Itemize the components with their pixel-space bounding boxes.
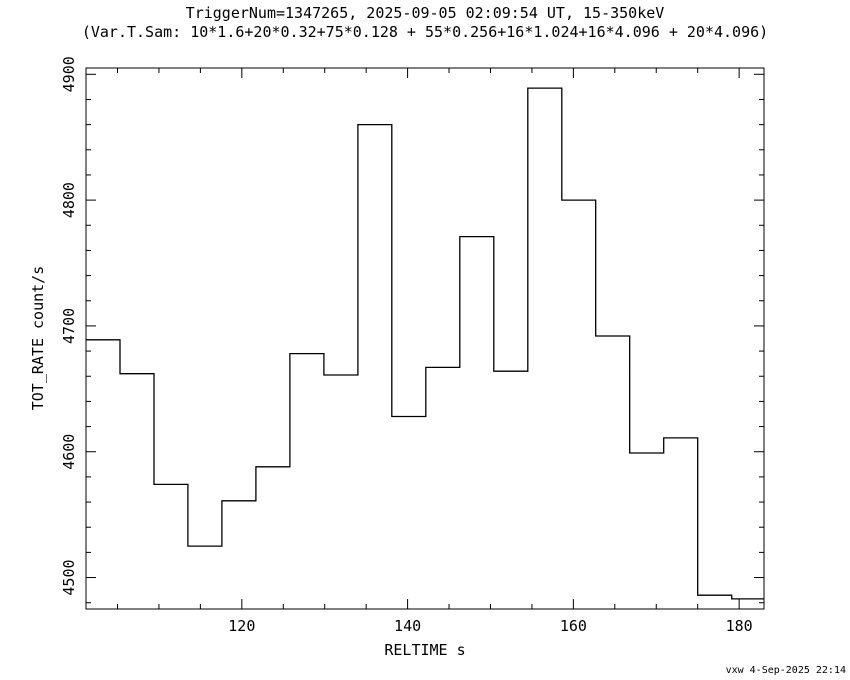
- plot-frame: [85, 67, 765, 610]
- x-tick-label: 180: [726, 617, 753, 635]
- series-step-line: [86, 87, 764, 600]
- axis-ticks: [86, 68, 764, 609]
- y-tick-label: 4900: [60, 56, 78, 92]
- y-tick-label: 4600: [60, 434, 78, 470]
- y-axis-label: TOT_RATE count/s: [29, 266, 47, 411]
- footer-timestamp: vxw 4-Sep-2025 22:14: [726, 665, 846, 676]
- chart-subtitle: (Var.T.Sam: 10*1.6+20*0.32+75*0.128 + 55…: [82, 23, 768, 41]
- chart-title: TriggerNum=1347265, 2025-09-05 02:09:54 …: [186, 4, 665, 22]
- y-tick-label: 4500: [60, 559, 78, 595]
- x-tick-label: 160: [560, 617, 587, 635]
- x-axis-label: RELTIME s: [384, 641, 465, 659]
- y-tick-label: 4800: [60, 182, 78, 218]
- y-tick-label: 4700: [60, 308, 78, 344]
- x-tick-label: 140: [394, 617, 421, 635]
- x-tick-label: 120: [228, 617, 255, 635]
- axis-tick-labels: 120 140 160 180 4500 4600 4700 4800 4900: [60, 56, 753, 635]
